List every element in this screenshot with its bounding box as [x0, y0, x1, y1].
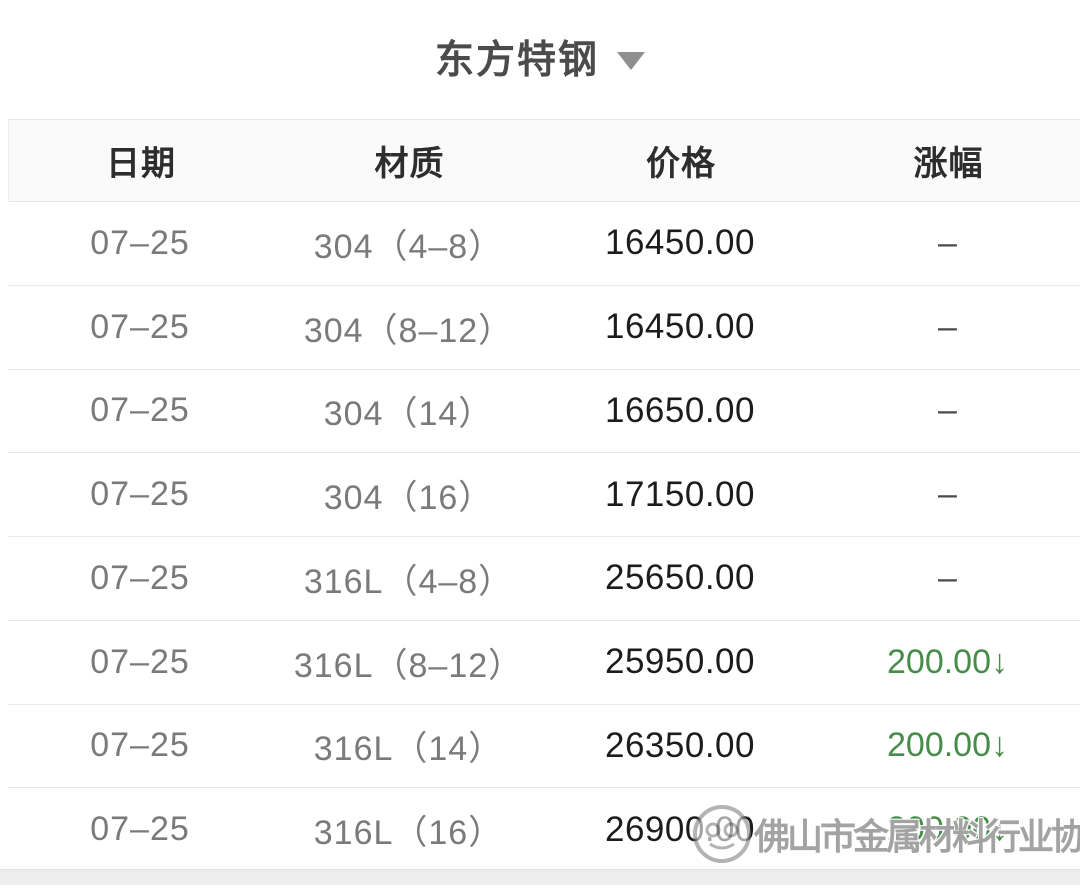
date-cell: 07–25 [90, 810, 190, 849]
column-header-change: 涨幅 [913, 145, 984, 183]
price-cell: 16450.00 [605, 223, 755, 263]
date-cell: 07–25 [90, 307, 190, 346]
table-row: 07–25 316L（8–12） 25950.00 200.00↓ [8, 620, 1080, 705]
material-cell: 316L（4–8） [303, 562, 514, 601]
change-cell: – [938, 307, 957, 346]
change-cell: – [938, 223, 957, 262]
table-row: 07–25 316L（4–8） 25650.00 – [8, 537, 1080, 621]
date-cell: 07–25 [90, 726, 190, 765]
table-header-row: 日期 材质 价格 涨幅 [8, 120, 1080, 202]
date-cell: 07–25 [90, 391, 190, 430]
price-table: 日期 材质 价格 涨幅 07–25 304（4–8） 16450.00 – 07–25 3… [8, 119, 1080, 872]
table-row: 07–25 304（4–8） 16450.00 – [8, 202, 1080, 286]
table-body: 07–25 304（4–8） 16450.00 – 07–25 304（8–12） 1645… [8, 202, 1080, 872]
table-row: 07–25 304（14） 16650.00 – [8, 369, 1080, 454]
price-cell: 25650.00 [605, 558, 755, 598]
price-cell: 26900.00 [605, 809, 755, 849]
mill-selector[interactable]: 东方特钢 [0, 0, 1080, 119]
change-cell: – [938, 558, 957, 597]
material-cell: 304（8–12） [303, 311, 514, 350]
column-header-price: 价格 [646, 145, 716, 183]
material-cell: 316L（16） [313, 814, 504, 853]
change-cell: – [938, 475, 957, 514]
price-cell: 16450.00 [605, 307, 755, 347]
chevron-down-icon[interactable] [617, 51, 645, 70]
material-cell: 304（4–8） [313, 227, 504, 266]
material-cell: 316L（14） [313, 730, 504, 769]
date-cell: 07–25 [90, 475, 190, 514]
column-header-material: 材质 [374, 145, 445, 183]
column-header-date: 日期 [106, 145, 176, 183]
price-cell: 25950.00 [605, 642, 755, 682]
table-row: 07–25 304（16） 17150.00 – [8, 453, 1080, 537]
change-cell: 200.00↓ [887, 726, 1008, 765]
material-cell: 304（14） [323, 395, 494, 434]
material-cell: 304（16） [323, 479, 494, 518]
next-section-divider [0, 869, 1080, 885]
date-cell: 07–25 [90, 223, 190, 262]
price-cell: 26350.00 [605, 725, 755, 765]
change-cell: 200.00↓ [887, 810, 1008, 849]
price-cell: 16650.00 [605, 390, 755, 430]
table-row: 07–25 316L（16） 26900.00 200.00↓ [8, 788, 1080, 872]
price-cell: 17150.00 [605, 474, 755, 514]
table-row: 07–25 316L（14） 26350.00 200.00↓ [8, 704, 1080, 789]
change-cell: – [938, 391, 957, 430]
table-row: 07–25 304（8–12） 16450.00 – [8, 285, 1080, 370]
date-cell: 07–25 [90, 558, 190, 597]
material-cell: 316L（8–12） [293, 646, 524, 685]
date-cell: 07–25 [90, 642, 190, 681]
change-cell: 200.00↓ [887, 642, 1008, 681]
page-title[interactable]: 东方特钢 [434, 38, 599, 82]
